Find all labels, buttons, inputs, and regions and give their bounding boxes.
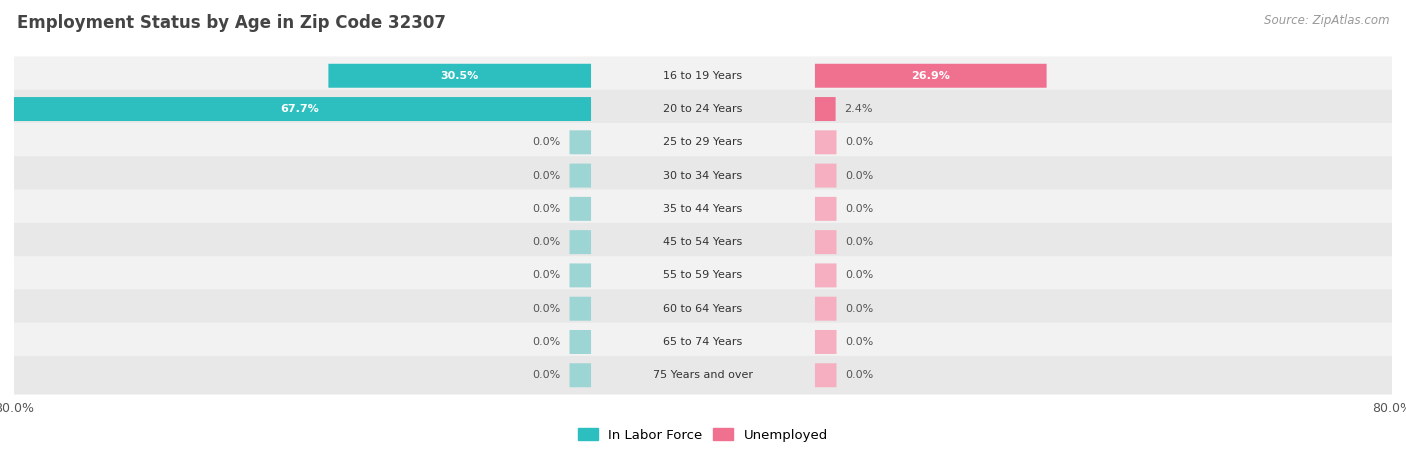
Text: Source: ZipAtlas.com: Source: ZipAtlas.com <box>1264 14 1389 27</box>
FancyBboxPatch shape <box>569 197 591 221</box>
Text: 60 to 64 Years: 60 to 64 Years <box>664 304 742 314</box>
FancyBboxPatch shape <box>8 156 1398 195</box>
FancyBboxPatch shape <box>8 223 1398 262</box>
FancyBboxPatch shape <box>569 230 591 254</box>
Text: 0.0%: 0.0% <box>533 237 561 247</box>
FancyBboxPatch shape <box>569 164 591 188</box>
FancyBboxPatch shape <box>815 330 837 354</box>
Text: 55 to 59 Years: 55 to 59 Years <box>664 271 742 281</box>
FancyBboxPatch shape <box>8 56 1398 95</box>
Text: 0.0%: 0.0% <box>533 304 561 314</box>
Text: 0.0%: 0.0% <box>845 271 873 281</box>
Text: 25 to 29 Years: 25 to 29 Years <box>664 137 742 147</box>
Text: 0.0%: 0.0% <box>845 304 873 314</box>
Text: 30 to 34 Years: 30 to 34 Years <box>664 170 742 180</box>
FancyBboxPatch shape <box>569 330 591 354</box>
Text: 0.0%: 0.0% <box>845 137 873 147</box>
FancyBboxPatch shape <box>8 189 1398 228</box>
FancyBboxPatch shape <box>569 130 591 154</box>
Text: 0.0%: 0.0% <box>533 271 561 281</box>
FancyBboxPatch shape <box>815 263 837 287</box>
FancyBboxPatch shape <box>815 130 837 154</box>
Legend: In Labor Force, Unemployed: In Labor Force, Unemployed <box>578 428 828 442</box>
Text: 35 to 44 Years: 35 to 44 Years <box>664 204 742 214</box>
Text: 16 to 19 Years: 16 to 19 Years <box>664 71 742 81</box>
FancyBboxPatch shape <box>815 297 837 321</box>
Text: 0.0%: 0.0% <box>533 204 561 214</box>
Text: 0.0%: 0.0% <box>533 137 561 147</box>
Text: 20 to 24 Years: 20 to 24 Years <box>664 104 742 114</box>
Text: 0.0%: 0.0% <box>845 204 873 214</box>
Text: 0.0%: 0.0% <box>533 170 561 180</box>
FancyBboxPatch shape <box>8 97 591 121</box>
Text: 0.0%: 0.0% <box>533 370 561 380</box>
FancyBboxPatch shape <box>815 164 837 188</box>
Text: 0.0%: 0.0% <box>845 370 873 380</box>
Text: 0.0%: 0.0% <box>845 237 873 247</box>
FancyBboxPatch shape <box>329 64 591 88</box>
Text: 65 to 74 Years: 65 to 74 Years <box>664 337 742 347</box>
Text: 2.4%: 2.4% <box>844 104 873 114</box>
Text: 0.0%: 0.0% <box>845 170 873 180</box>
FancyBboxPatch shape <box>8 90 1398 129</box>
Text: 67.7%: 67.7% <box>280 104 319 114</box>
FancyBboxPatch shape <box>815 363 837 387</box>
FancyBboxPatch shape <box>815 97 835 121</box>
FancyBboxPatch shape <box>569 297 591 321</box>
FancyBboxPatch shape <box>815 197 837 221</box>
FancyBboxPatch shape <box>8 290 1398 328</box>
Text: 30.5%: 30.5% <box>440 71 479 81</box>
FancyBboxPatch shape <box>8 256 1398 295</box>
Text: 26.9%: 26.9% <box>911 71 950 81</box>
FancyBboxPatch shape <box>8 322 1398 361</box>
Text: 0.0%: 0.0% <box>845 337 873 347</box>
FancyBboxPatch shape <box>815 230 837 254</box>
Text: 45 to 54 Years: 45 to 54 Years <box>664 237 742 247</box>
Text: Employment Status by Age in Zip Code 32307: Employment Status by Age in Zip Code 323… <box>17 14 446 32</box>
Text: 0.0%: 0.0% <box>533 337 561 347</box>
Text: 75 Years and over: 75 Years and over <box>652 370 754 380</box>
FancyBboxPatch shape <box>815 64 1046 88</box>
FancyBboxPatch shape <box>8 123 1398 161</box>
FancyBboxPatch shape <box>8 356 1398 395</box>
FancyBboxPatch shape <box>569 263 591 287</box>
FancyBboxPatch shape <box>569 363 591 387</box>
